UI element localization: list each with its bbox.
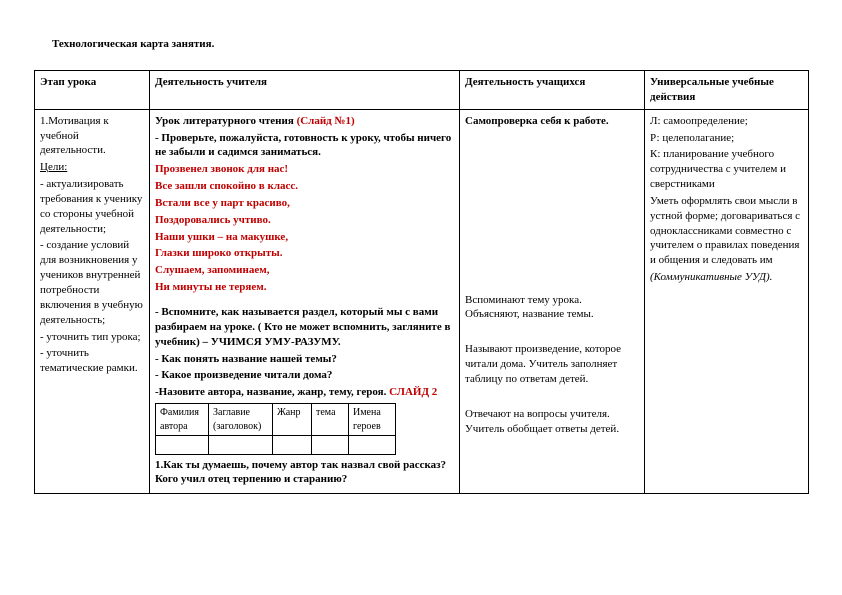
goal-item: - уточнить тип урока; — [40, 330, 144, 345]
inner-header: Жанр — [273, 404, 312, 436]
stage-name: 1.Мотивация к учебной деятельности. — [40, 114, 144, 159]
student-action: Отвечают на вопросы учителя. Учитель обо… — [465, 407, 639, 437]
inner-header-row: Фамилия автора Заглавие (заголовок) Жанр… — [156, 404, 396, 436]
lesson-title-text: Урок литературного чтения — [155, 115, 297, 127]
uud-line: (Коммуникативные УУД). — [650, 270, 803, 285]
page-title: Технологическая карта занятия. — [34, 38, 808, 50]
spacer — [465, 389, 639, 405]
inner-empty-row — [156, 436, 396, 455]
inner-header: Заглавие (заголовок) — [209, 404, 273, 436]
poem-line: Прозвенел звонок для нас! — [155, 162, 454, 177]
poem-line: Глазки широко открыты. — [155, 246, 454, 261]
student-action: Называют произведение, которое читали до… — [465, 342, 639, 387]
inner-cell — [349, 436, 396, 455]
uud-line: Уметь оформлять свои мысли в устной форм… — [650, 194, 803, 268]
cell-stage: 1.Мотивация к учебной деятельности. Цели… — [35, 109, 150, 494]
teacher-line: - Какое произведение читали дома? — [155, 368, 454, 383]
poem-line: Наши ушки – на макушке, — [155, 230, 454, 245]
uud-line: Л: самоопределение; — [650, 114, 803, 129]
table-row: 1.Мотивация к учебной деятельности. Цели… — [35, 109, 809, 494]
spacer — [465, 324, 639, 340]
teacher-line: -Назовите автора, название, жанр, тему, … — [155, 385, 454, 400]
student-action: Вспоминают тему урока. Объясняют, назван… — [465, 293, 639, 323]
inner-cell — [209, 436, 273, 455]
cell-students: Самопроверка себя к работе. Вспоминают т… — [460, 109, 645, 494]
cell-uud: Л: самоопределение; Р: целеполагание; К:… — [645, 109, 809, 494]
inner-header: Имена героев — [349, 404, 396, 436]
uud-line: К: планирование учебного сотрудничества … — [650, 147, 803, 192]
inner-header: тема — [312, 404, 349, 436]
slide-ref: (Слайд №1) — [297, 115, 355, 127]
teacher-line: - Проверьте, пожалуйста, готовность к ур… — [155, 131, 454, 161]
poem-line: Поздоровались учтиво. — [155, 213, 454, 228]
inner-cell — [312, 436, 349, 455]
spacer — [465, 131, 639, 291]
student-action: Самопроверка себя к работе. — [465, 114, 639, 129]
inner-cell — [273, 436, 312, 455]
teacher-question: 1.Как ты думаешь, почему автор так назва… — [155, 458, 454, 488]
header-stage: Этап урока — [35, 71, 150, 110]
teacher-line-text: -Назовите автора, название, жанр, тему, … — [155, 386, 389, 398]
poem-line: Ни минуты не теряем. — [155, 280, 454, 295]
spacer — [155, 297, 454, 303]
header-uud: Универсальные учебные действия — [645, 71, 809, 110]
goal-item: - создание условий для возникновения у у… — [40, 238, 144, 327]
cell-teacher: Урок литературного чтения (Слайд №1) - П… — [150, 109, 460, 494]
poem-line: Все зашли спокойно в класс. — [155, 179, 454, 194]
slide-ref: СЛАЙД 2 — [389, 386, 437, 398]
inner-header: Фамилия автора — [156, 404, 209, 436]
poem-line: Встали все у парт красиво, — [155, 196, 454, 211]
goal-item: - уточнить тематические рамки. — [40, 346, 144, 376]
lesson-table: Этап урока Деятельность учителя Деятельн… — [34, 70, 809, 494]
goals-label: Цели: — [40, 160, 144, 175]
lesson-title: Урок литературного чтения (Слайд №1) — [155, 114, 454, 129]
goal-item: - актуализировать требования к ученику с… — [40, 177, 144, 236]
inner-table: Фамилия автора Заглавие (заголовок) Жанр… — [155, 403, 396, 455]
inner-cell — [156, 436, 209, 455]
header-teacher: Деятельность учителя — [150, 71, 460, 110]
uud-line: Р: целеполагание; — [650, 131, 803, 146]
teacher-line: - Вспомните, как называется раздел, кото… — [155, 305, 454, 350]
table-header-row: Этап урока Деятельность учителя Деятельн… — [35, 71, 809, 110]
header-students: Деятельность учащихся — [460, 71, 645, 110]
poem-line: Слушаем, запоминаем, — [155, 263, 454, 278]
teacher-line: - Как понять название нашей темы? — [155, 352, 454, 367]
